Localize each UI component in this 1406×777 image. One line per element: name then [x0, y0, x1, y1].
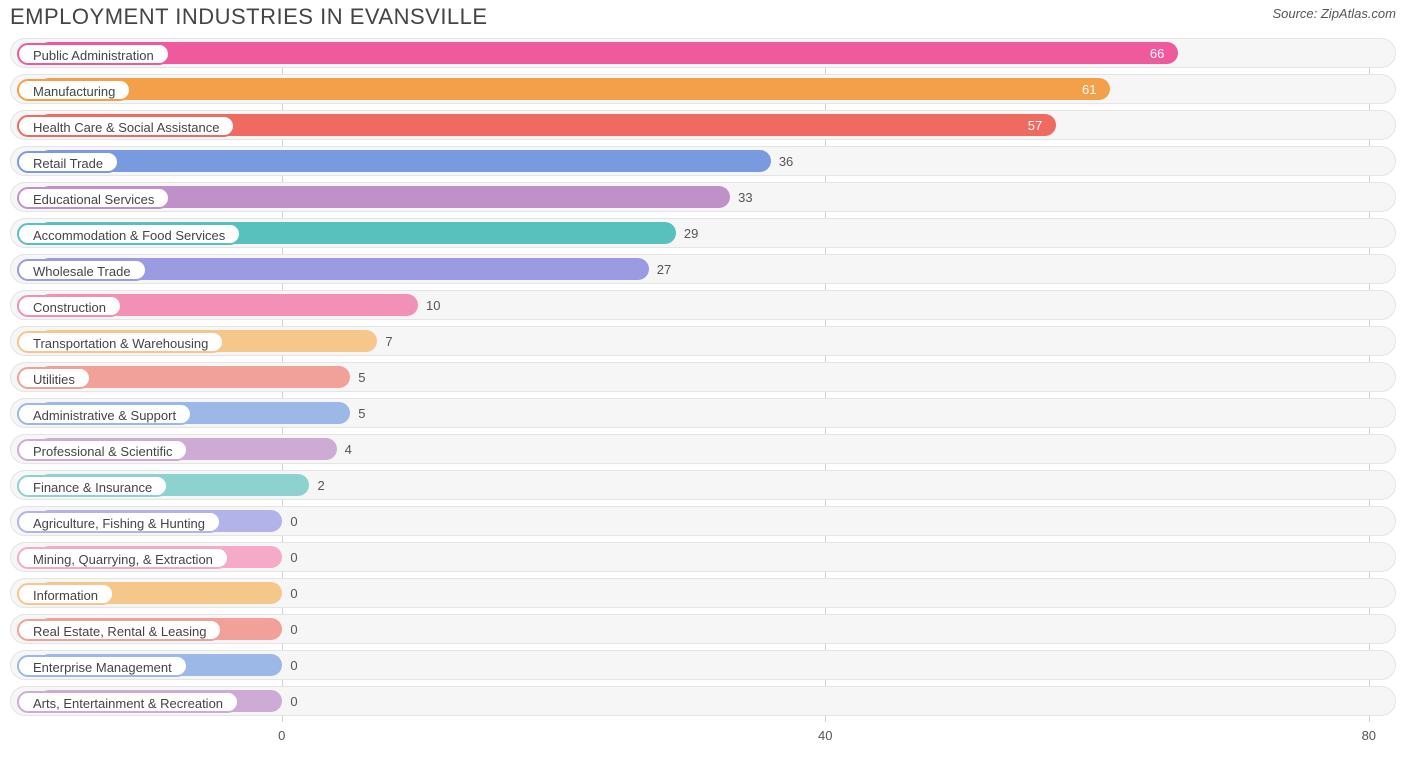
category-pill: Public Administration — [17, 43, 170, 65]
bar-value: 0 — [290, 579, 297, 609]
category-pill: Finance & Insurance — [17, 475, 168, 497]
bar-value: 27 — [657, 255, 671, 285]
category-pill: Wholesale Trade — [17, 259, 147, 281]
category-pill: Enterprise Management — [17, 655, 188, 677]
chart-row: Arts, Entertainment & Recreation 0 — [10, 686, 1396, 716]
chart-row: Utilities 5 — [10, 362, 1396, 392]
bar-value: 5 — [358, 363, 365, 393]
category-pill: Real Estate, Rental & Leasing — [17, 619, 222, 641]
category-pill: Mining, Quarrying, & Extraction — [17, 547, 229, 569]
category-pill: Administrative & Support — [17, 403, 192, 425]
bar-value: 36 — [779, 147, 793, 177]
bar-value: 0 — [290, 507, 297, 537]
chart-row: Transportation & Warehousing 7 — [10, 326, 1396, 356]
chart-row: Wholesale Trade 27 — [10, 254, 1396, 284]
source-name: ZipAtlas.com — [1321, 6, 1396, 21]
x-tick-label: 80 — [1362, 728, 1376, 743]
bar-value: 33 — [738, 183, 752, 213]
category-pill: Transportation & Warehousing — [17, 331, 224, 353]
category-pill: Professional & Scientific — [17, 439, 188, 461]
chart-row: Professional & Scientific 4 — [10, 434, 1396, 464]
chart-row: Real Estate, Rental & Leasing 0 — [10, 614, 1396, 644]
chart-row: Retail Trade 36 — [10, 146, 1396, 176]
chart-row: Mining, Quarrying, & Extraction 0 — [10, 542, 1396, 572]
chart-row: Enterprise Management 0 — [10, 650, 1396, 680]
chart-header: EMPLOYMENT INDUSTRIES IN EVANSVILLE Sour… — [10, 4, 1396, 30]
bar-value: 57 — [1028, 111, 1042, 141]
bar-value: 5 — [358, 399, 365, 429]
category-pill: Information — [17, 583, 114, 605]
chart-row: Public Administration 66 — [10, 38, 1396, 68]
bar-value: 10 — [426, 291, 440, 321]
bar-value: 66 — [1150, 39, 1164, 69]
bar — [38, 150, 771, 172]
category-pill: Health Care & Social Assistance — [17, 115, 235, 137]
chart-row: Finance & Insurance 2 — [10, 470, 1396, 500]
x-axis: 0 40 80 — [10, 726, 1396, 746]
category-pill: Educational Services — [17, 187, 170, 209]
chart-row: Health Care & Social Assistance 57 — [10, 110, 1396, 140]
category-pill: Accommodation & Food Services — [17, 223, 241, 245]
category-pill: Retail Trade — [17, 151, 119, 173]
bar — [38, 42, 1178, 64]
chart-row: Educational Services 33 — [10, 182, 1396, 212]
bar-value: 61 — [1082, 75, 1096, 105]
chart-area: Public Administration 66 Manufacturing 61 He… — [10, 38, 1396, 746]
source-prefix: Source: — [1272, 6, 1320, 21]
chart-row: Accommodation & Food Services 29 — [10, 218, 1396, 248]
chart-row: Administrative & Support 5 — [10, 398, 1396, 428]
bar-value: 0 — [290, 543, 297, 573]
category-pill: Utilities — [17, 367, 91, 389]
bar-value: 7 — [385, 327, 392, 357]
chart-title: EMPLOYMENT INDUSTRIES IN EVANSVILLE — [10, 4, 488, 30]
bar-value: 2 — [318, 471, 325, 501]
category-pill: Construction — [17, 295, 122, 317]
bar — [38, 78, 1110, 100]
bar-value: 0 — [290, 687, 297, 717]
chart-row: Construction 10 — [10, 290, 1396, 320]
category-pill: Manufacturing — [17, 79, 131, 101]
category-pill: Agriculture, Fishing & Hunting — [17, 511, 221, 533]
bar-value: 0 — [290, 651, 297, 681]
chart-row: Information 0 — [10, 578, 1396, 608]
chart-row: Manufacturing 61 — [10, 74, 1396, 104]
chart-row: Agriculture, Fishing & Hunting 0 — [10, 506, 1396, 536]
bar-value: 29 — [684, 219, 698, 249]
bar-value: 0 — [290, 615, 297, 645]
x-tick-label: 40 — [818, 728, 832, 743]
bar-value: 4 — [345, 435, 352, 465]
x-tick-label: 0 — [278, 728, 285, 743]
chart-rows: Public Administration 66 Manufacturing 61 He… — [10, 38, 1396, 716]
category-pill: Arts, Entertainment & Recreation — [17, 691, 239, 713]
chart-source: Source: ZipAtlas.com — [1272, 6, 1396, 21]
